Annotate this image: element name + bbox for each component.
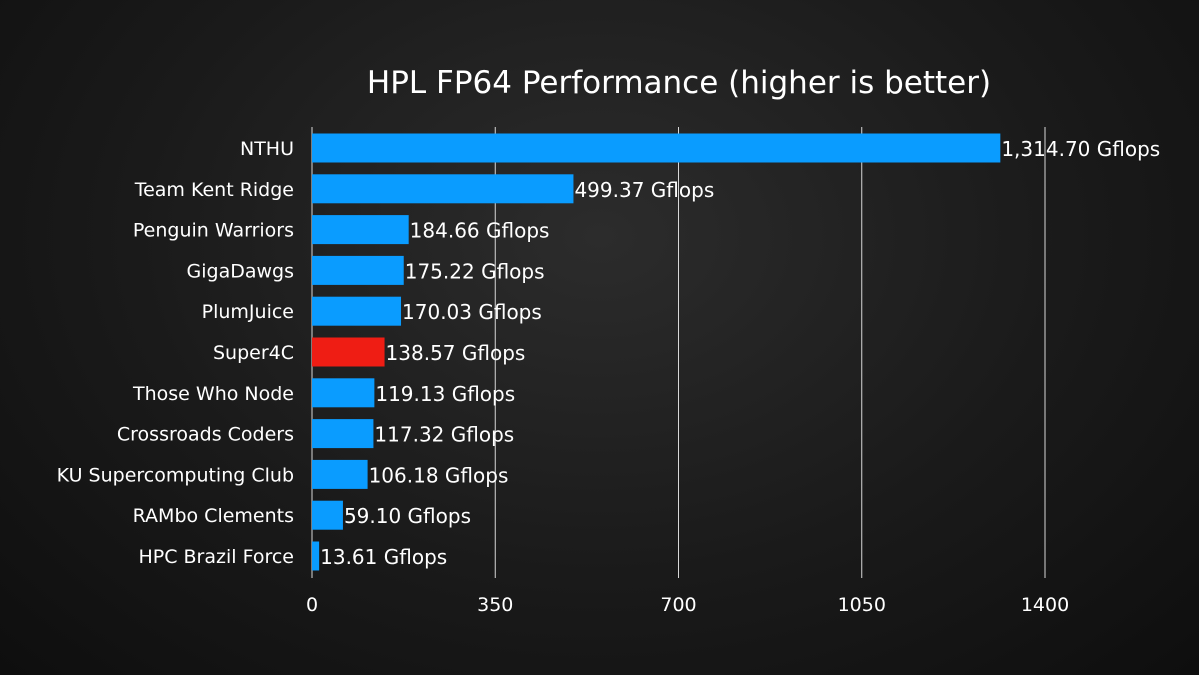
category-label: Crossroads Coders [117, 424, 294, 446]
value-label: 170.03 Gflops [402, 300, 542, 324]
category-label: RAMbo Clements [133, 505, 294, 527]
chart-title: HPL FP64 Performance (higher is better) [367, 65, 991, 101]
category-label: KU Supercomputing Club [57, 464, 294, 486]
value-label: 59.10 Gflops [344, 504, 471, 528]
bar-2 [312, 215, 409, 245]
category-label: Super4C [213, 342, 294, 364]
bar-9 [312, 500, 343, 530]
bar-10 [312, 541, 320, 571]
bars [312, 133, 1001, 571]
category-label: Those Who Node [132, 383, 294, 405]
category-labels: NTHU Team Kent Ridge Penguin Warriors GigaD… [57, 138, 294, 568]
category-label: NTHU [240, 138, 294, 160]
x-tick-label: 0 [306, 594, 318, 616]
category-label: Penguin Warriors [133, 220, 294, 242]
value-label: 117.32 Gflops [374, 423, 514, 447]
bar-6 [312, 378, 375, 408]
category-label: PlumJuice [202, 301, 294, 323]
value-label: 1,314.70 Gflops [1001, 137, 1160, 161]
bar-4 [312, 296, 402, 326]
bar-3 [312, 255, 404, 285]
bar-8 [312, 459, 368, 489]
x-tick-label: 700 [660, 594, 696, 616]
value-label: 175.22 Gflops [405, 259, 545, 283]
value-label: 13.61 Gflops [320, 545, 447, 569]
bar-0 [312, 133, 1001, 163]
x-tick-label: 350 [477, 594, 513, 616]
category-label: HPC Brazil Force [138, 546, 294, 568]
bar-5 [312, 337, 385, 367]
value-label: 106.18 Gflops [369, 463, 509, 487]
bar-1 [312, 174, 574, 204]
x-tick-label: 1050 [838, 594, 886, 616]
category-label: GigaDawgs [187, 260, 294, 282]
value-label: 499.37 Gflops [574, 178, 714, 202]
value-label: 138.57 Gflops [386, 341, 526, 365]
category-label: Team Kent Ridge [134, 179, 294, 201]
x-tick-label: 1400 [1021, 594, 1069, 616]
value-label: 119.13 Gflops [375, 382, 515, 406]
bar-7 [312, 419, 374, 449]
x-axis-ticks: 0 350 700 1050 1400 [306, 594, 1069, 616]
value-labels: 1,314.70 Gflops 499.37 Gflops 184.66 Gflop… [320, 137, 1160, 569]
value-label: 184.66 Gflops [410, 219, 550, 243]
